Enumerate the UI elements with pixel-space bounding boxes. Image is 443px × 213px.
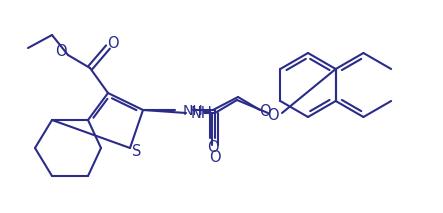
Text: O: O — [207, 141, 219, 155]
Text: O: O — [55, 45, 67, 59]
Text: O: O — [267, 108, 279, 122]
Text: O: O — [107, 36, 119, 52]
Text: NH: NH — [183, 104, 204, 118]
Text: NH: NH — [191, 105, 213, 121]
Text: O: O — [259, 105, 271, 119]
Text: S: S — [132, 144, 142, 158]
Text: O: O — [209, 150, 221, 164]
